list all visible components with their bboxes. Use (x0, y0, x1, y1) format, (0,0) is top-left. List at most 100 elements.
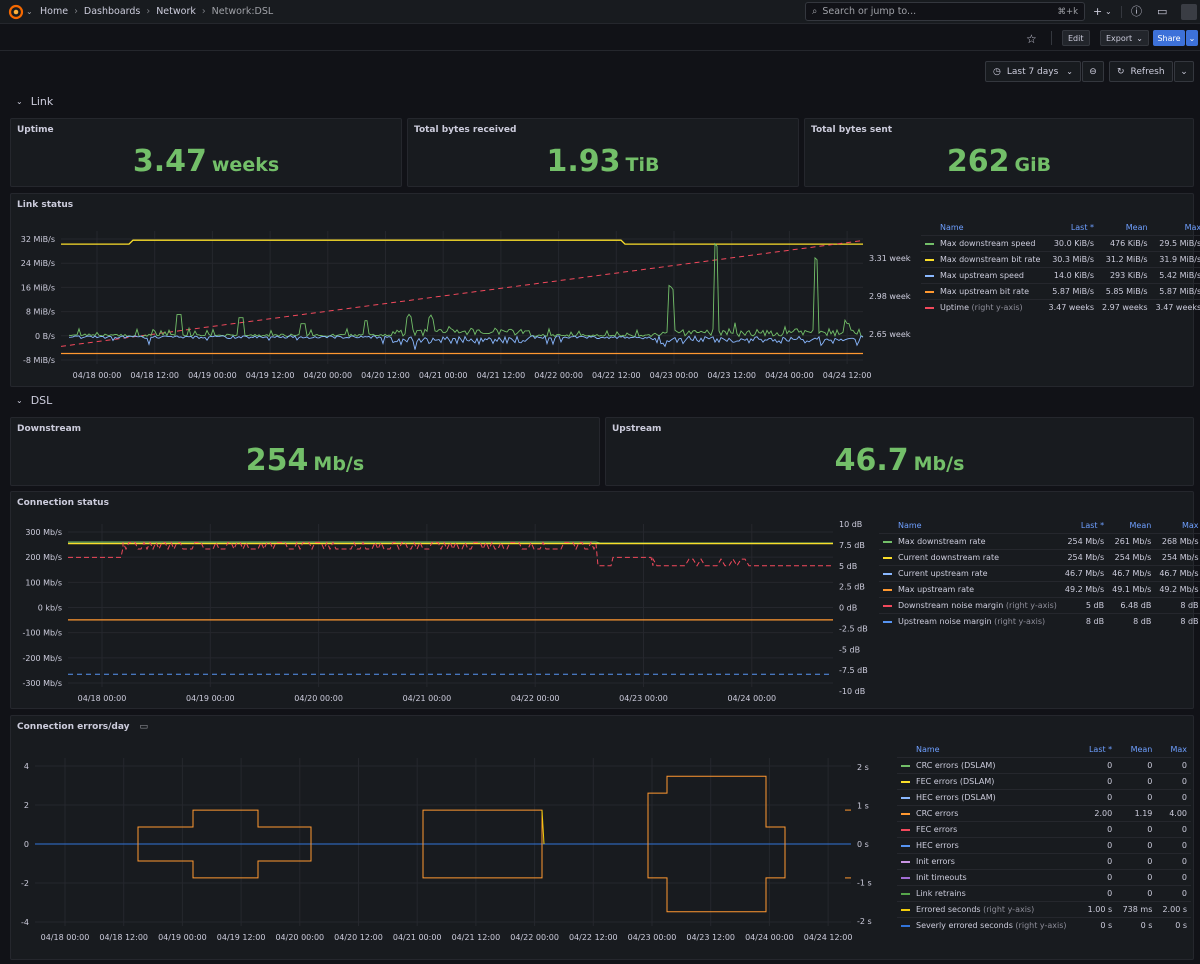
breadcrumb-home[interactable]: Home (40, 6, 69, 17)
legend-value-last: 0 (1081, 821, 1117, 838)
legend-row[interactable]: Max upstream speed 14.0 KiB/s 293 KiB/s 5.4… (921, 267, 1200, 284)
refresh-button[interactable]: ↻ Refresh (1109, 61, 1173, 82)
panel-link-status[interactable]: Link status 32 MiB/s 24 MiB/s 16 MiB/s 8 Mi… (10, 193, 1200, 387)
legend-row[interactable]: HEC errors (DSLAM) 0 0 0 (897, 789, 1191, 806)
legend-series-name[interactable]: Max downstream bit rate (921, 251, 1045, 268)
avatar[interactable] (1181, 4, 1197, 20)
legend-swatch (883, 572, 892, 575)
legend-row[interactable]: Max downstream rate 254 Mb/s 261 Mb/s 268 M… (879, 533, 1200, 550)
legend-row[interactable]: FEC errors (DSLAM) 0 0 0 (897, 773, 1191, 790)
legend-row[interactable]: Severly errored seconds (right y-axis) 0 … (897, 917, 1191, 933)
legend-series-name[interactable]: Max downstream speed (921, 235, 1045, 252)
news-icon[interactable]: ▭ (1157, 5, 1168, 18)
legend-series-name[interactable]: CRC errors (897, 805, 1082, 822)
add-icon[interactable]: + (1093, 5, 1103, 18)
legend-series-name[interactable]: Link retrains (897, 885, 1082, 902)
stat-panel-uptime[interactable]: Uptime 3.47 weeks (10, 118, 402, 187)
legend-row[interactable]: HEC errors 0 0 0 (897, 837, 1191, 854)
refresh-interval-chevron-icon[interactable]: ⌄ (1174, 61, 1194, 82)
grafana-logo-icon[interactable] (8, 4, 24, 20)
legend-row[interactable]: Current downstream rate 254 Mb/s 254 Mb/s 2… (879, 549, 1200, 566)
legend-series-name[interactable]: Max upstream bit rate (921, 283, 1045, 300)
legend-series-name[interactable]: FEC errors (DSLAM) (897, 773, 1082, 790)
legend-series-name[interactable]: Current downstream rate (879, 549, 1061, 566)
legend-value-last: 0 (1081, 885, 1117, 902)
stat-panel-upstream[interactable]: Upstream 46.7 Mb/s (605, 417, 1194, 486)
breadcrumb-dashboards[interactable]: Dashboards (83, 6, 141, 17)
row-dsl[interactable]: ⌄ DSL (16, 394, 52, 407)
logo-menu-chevron-icon[interactable]: ⌄ (26, 7, 33, 16)
legend-series-name[interactable]: Max upstream rate (879, 581, 1061, 598)
legend-row[interactable]: Init errors 0 0 0 (897, 853, 1191, 870)
stat-panel-downstream[interactable]: Downstream 254 Mb/s (10, 417, 600, 486)
legend-header[interactable]: Max (1181, 521, 1199, 530)
legend-header[interactable]: Name (916, 745, 940, 754)
x-tick-label: 04/22 12:00 (592, 371, 641, 380)
legend-series-name[interactable]: Init timeouts (897, 869, 1082, 886)
legend-header[interactable]: Max (1184, 223, 1200, 232)
legend-header[interactable]: Name (898, 521, 922, 530)
legend-row[interactable]: Link retrains 0 0 0 (897, 885, 1191, 902)
stat-value: 1.93 TiB (408, 144, 798, 179)
zoom-out-button[interactable]: ⊖ (1082, 61, 1104, 82)
legend-row[interactable]: Max upstream rate 49.2 Mb/s 49.1 Mb/s 49.2 … (879, 581, 1200, 598)
legend-series-name[interactable]: HEC errors (DSLAM) (897, 789, 1082, 806)
y-tick-label: 200 Mb/s (25, 553, 62, 562)
row-link[interactable]: ⌄ Link (16, 95, 53, 108)
legend-row[interactable]: CRC errors 2.00 1.19 4.00 (897, 805, 1191, 822)
legend-value-max: 0 (1156, 757, 1191, 774)
legend-row[interactable]: Init timeouts 0 0 0 (897, 869, 1191, 886)
legend-row[interactable]: Errored seconds (right y-axis) 1.00 s 738 … (897, 901, 1191, 918)
legend-header[interactable]: Last * (1080, 521, 1105, 530)
legend-value-last: 5.87 MiB/s (1044, 283, 1099, 300)
star-icon[interactable]: ☆ (1026, 32, 1037, 46)
add-chevron-icon[interactable]: ⌄ (1105, 7, 1112, 16)
legend-series-name[interactable]: Uptime (right y-axis) (921, 299, 1045, 315)
panel-info-icon[interactable]: ▭ (139, 722, 149, 732)
series-line-downstream-noise-margin (68, 541, 833, 567)
panel-title: Total bytes received (414, 125, 517, 135)
legend-series-name[interactable]: FEC errors (897, 821, 1082, 838)
legend-series-name[interactable]: Errored seconds (right y-axis) (897, 901, 1082, 918)
legend-header[interactable]: Last * (1070, 223, 1095, 232)
legend-row[interactable]: Current upstream rate 46.7 Mb/s 46.7 Mb/s 4… (879, 565, 1200, 582)
legend-row[interactable]: Max downstream speed 30.0 KiB/s 476 KiB/s 2… (921, 235, 1200, 252)
legend-row[interactable]: Max upstream bit rate 5.87 MiB/s 5.85 MiB/… (921, 283, 1200, 300)
x-tick-label: 04/22 12:00 (569, 933, 618, 942)
legend-row[interactable]: Max downstream bit rate 30.3 MiB/s 31.2 Mi… (921, 251, 1200, 268)
legend-series-name[interactable]: Current upstream rate (879, 565, 1061, 582)
share-button[interactable]: Share (1153, 30, 1185, 46)
legend-header[interactable]: Last * (1088, 745, 1113, 754)
breadcrumb-network[interactable]: Network (156, 6, 196, 17)
y-tick-label: -4 (21, 918, 29, 927)
legend-header[interactable]: Name (940, 223, 964, 232)
stat-panel-bytes-sent[interactable]: Total bytes sent 262 GiB (804, 118, 1194, 187)
legend-series-name[interactable]: Downstream noise margin (right y-axis) (879, 597, 1061, 614)
legend-row[interactable]: Upstream noise margin (right y-axis) 8 dB… (879, 613, 1200, 629)
legend-header[interactable]: Mean (1130, 745, 1153, 754)
edit-button[interactable]: Edit (1062, 30, 1090, 46)
legend-series-name[interactable]: Severly errored seconds (right y-axis) (897, 917, 1082, 933)
y-tick-label: 8 MiB/s (26, 308, 55, 317)
legend-series-name[interactable]: HEC errors (897, 837, 1082, 854)
legend-series-name[interactable]: CRC errors (DSLAM) (897, 757, 1082, 774)
legend-series-name[interactable]: Upstream noise margin (right y-axis) (879, 613, 1061, 629)
time-range-picker[interactable]: ◷ Last 7 days ⌄ (985, 61, 1081, 82)
search-input[interactable]: ⌕ Search or jump to... ⌘+k (805, 2, 1085, 21)
share-menu-chevron-icon[interactable]: ⌄ (1186, 30, 1198, 46)
help-icon[interactable]: ⓘ (1131, 5, 1142, 18)
panel-connection-errors[interactable]: Connection errors/day ▭ 4 2 0 -2 -4 2 s 1 s 0 s -… (10, 715, 1194, 960)
legend-header[interactable]: Mean (1125, 223, 1148, 232)
stat-panel-bytes-received[interactable]: Total bytes received 1.93 TiB (407, 118, 799, 187)
export-button[interactable]: Export ⌄ (1100, 30, 1149, 46)
legend-row[interactable]: CRC errors (DSLAM) 0 0 0 (897, 757, 1191, 774)
legend-header[interactable]: Mean (1129, 521, 1152, 530)
legend-series-name[interactable]: Max downstream rate (879, 533, 1061, 550)
legend-row[interactable]: Uptime (right y-axis) 3.47 weeks 2.97 week… (921, 299, 1200, 315)
legend-row[interactable]: Downstream noise margin (right y-axis) 5 … (879, 597, 1200, 614)
legend-series-name[interactable]: Init errors (897, 853, 1082, 870)
legend-row[interactable]: FEC errors 0 0 0 (897, 821, 1191, 838)
legend-header[interactable]: Max (1170, 745, 1187, 754)
panel-connection-status[interactable]: Connection status 300 Mb/s 200 Mb/s 100 Mb… (10, 491, 1200, 709)
legend-series-name[interactable]: Max upstream speed (921, 267, 1045, 284)
